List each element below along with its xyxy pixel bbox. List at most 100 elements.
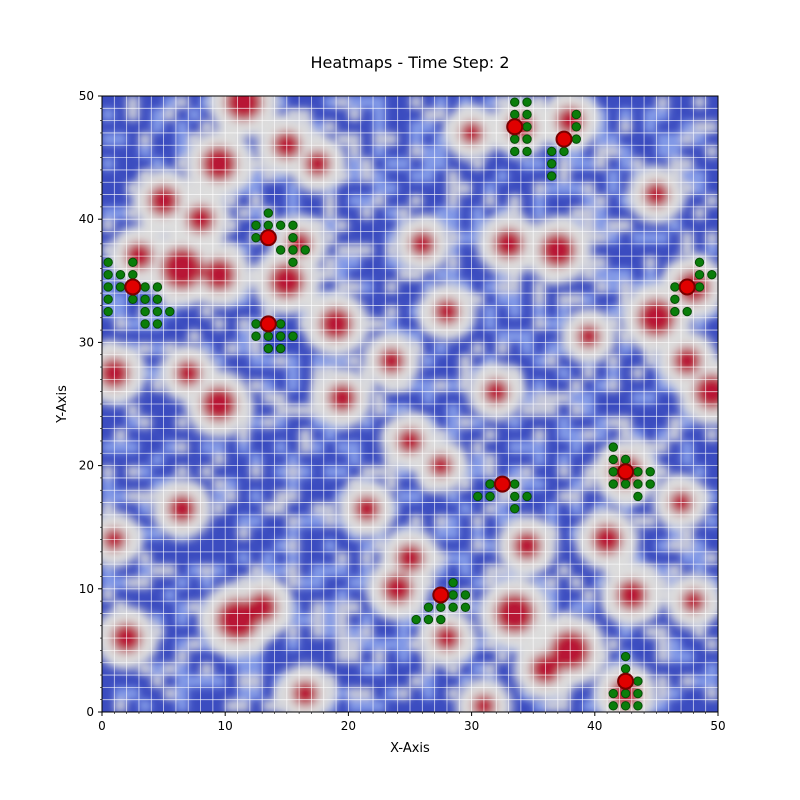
heatmap-cell bbox=[237, 330, 250, 343]
neighbor-marker bbox=[251, 319, 261, 329]
heatmap-cell bbox=[410, 490, 423, 503]
neighbor-marker bbox=[670, 306, 680, 317]
heatmap-cell bbox=[323, 256, 337, 269]
y-axis-label: Y-Axis bbox=[55, 385, 70, 424]
heatmap-cell bbox=[422, 157, 435, 170]
neighbor-marker bbox=[510, 479, 520, 489]
heatmap-cell bbox=[212, 440, 226, 454]
heatmap-cell bbox=[483, 96, 497, 109]
heatmap-cell bbox=[693, 96, 706, 109]
neighbor-marker bbox=[275, 331, 286, 341]
heatmap-cell bbox=[508, 465, 521, 478]
neighbor-marker bbox=[251, 220, 261, 231]
heatmap-cell bbox=[410, 379, 423, 392]
neighbor-marker bbox=[670, 294, 680, 304]
heatmap-cell bbox=[360, 551, 374, 565]
neighbor-marker bbox=[522, 109, 532, 120]
heatmap-cell bbox=[323, 219, 337, 232]
y-tick-label: 40 bbox=[79, 212, 94, 226]
heatmap-cell bbox=[483, 182, 497, 195]
heatmap-hotspot bbox=[304, 150, 331, 177]
heatmap-cell bbox=[348, 169, 361, 183]
heatmap-cell bbox=[323, 502, 337, 515]
heatmap-cell bbox=[126, 687, 139, 700]
heatmap-cell bbox=[619, 157, 632, 170]
heatmap-cell bbox=[483, 194, 497, 207]
heatmap-cell bbox=[496, 342, 509, 355]
heatmap-cell bbox=[373, 96, 386, 109]
heatmap-cell bbox=[434, 108, 447, 121]
heatmap-cell bbox=[385, 280, 398, 294]
heatmap-cell bbox=[434, 206, 447, 220]
heatmap-cell bbox=[656, 231, 669, 244]
heatmap-cell bbox=[311, 576, 324, 589]
heatmap-cell bbox=[607, 219, 620, 232]
heatmap-cell bbox=[446, 379, 460, 392]
heatmap-cell bbox=[446, 268, 460, 281]
heatmap-cell bbox=[483, 317, 497, 331]
agent-marker bbox=[506, 118, 524, 136]
neighbor-marker bbox=[694, 282, 705, 292]
neighbor-marker bbox=[140, 319, 150, 329]
heatmap-cell bbox=[237, 440, 250, 454]
heatmap-cell bbox=[336, 96, 349, 109]
heatmap-cell bbox=[373, 120, 386, 133]
heatmap-cell bbox=[249, 379, 263, 392]
neighbor-marker bbox=[670, 282, 680, 292]
heatmap-cell bbox=[410, 132, 423, 146]
heatmap-cell bbox=[471, 465, 484, 478]
heatmap-cell bbox=[607, 354, 620, 368]
neighbor-markers bbox=[103, 97, 717, 711]
heatmap-cell bbox=[299, 613, 312, 626]
heatmap-cell bbox=[434, 514, 447, 528]
x-tick-label: 20 bbox=[341, 719, 356, 733]
agent-marker bbox=[678, 278, 696, 296]
heatmap-cell bbox=[336, 132, 349, 146]
heatmap-cell bbox=[681, 132, 694, 146]
neighbor-marker bbox=[682, 306, 692, 317]
heatmap-cell bbox=[237, 662, 250, 676]
heatmap-cell bbox=[594, 219, 608, 232]
heatmap-cell bbox=[323, 613, 337, 626]
heatmap-cell bbox=[644, 108, 657, 121]
heatmap-cell bbox=[323, 465, 337, 478]
heatmap-cell bbox=[582, 391, 595, 404]
heatmap-cell bbox=[545, 699, 558, 712]
heatmap-cell bbox=[299, 465, 312, 478]
neighbor-marker bbox=[275, 220, 286, 231]
agent-marker bbox=[259, 229, 277, 247]
heatmap-cell bbox=[705, 638, 718, 651]
heatmap-cell bbox=[668, 539, 682, 552]
heatmap-cell bbox=[496, 650, 509, 663]
heatmap-cell bbox=[434, 379, 447, 392]
heatmap-cell bbox=[557, 367, 571, 380]
heatmap-cell bbox=[570, 404, 583, 417]
heatmap-cell bbox=[286, 490, 300, 503]
neighbor-marker bbox=[275, 343, 286, 354]
neighbor-marker bbox=[620, 454, 631, 465]
grid-lines bbox=[102, 96, 718, 712]
heatmap-cell bbox=[483, 564, 497, 577]
heatmap-cell bbox=[446, 219, 460, 232]
heatmap-cell bbox=[693, 182, 706, 195]
heatmap-cell bbox=[459, 551, 472, 565]
heatmap-cell bbox=[151, 662, 164, 676]
heatmap-cell bbox=[373, 194, 386, 207]
heatmap-cell bbox=[336, 551, 349, 565]
heatmap-cell bbox=[582, 194, 595, 207]
heatmap-cell bbox=[274, 391, 287, 404]
heatmap-cell bbox=[644, 354, 657, 368]
heatmap-cell bbox=[446, 404, 460, 417]
heatmap-cell bbox=[360, 243, 374, 257]
heatmap-cell bbox=[619, 416, 632, 429]
heatmap-cell bbox=[619, 280, 632, 294]
heatmap-cell bbox=[175, 601, 189, 614]
heatmap-cell bbox=[545, 576, 558, 589]
heatmap-cell bbox=[557, 428, 571, 441]
heatmap-cell bbox=[459, 416, 472, 429]
heatmap-cell bbox=[545, 317, 558, 331]
neighbor-marker bbox=[694, 257, 705, 268]
neighbor-marker bbox=[633, 479, 643, 489]
heatmap-cell bbox=[188, 108, 201, 121]
heatmap-cell bbox=[508, 194, 521, 207]
